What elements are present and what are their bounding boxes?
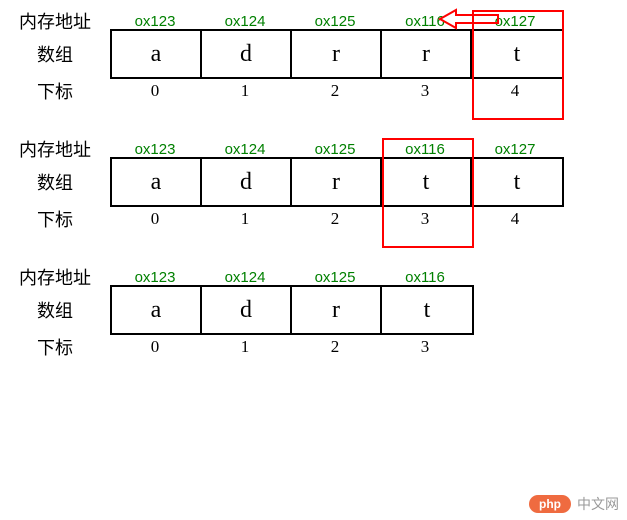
label-memory-addr: 内存地址 <box>0 264 110 290</box>
index-row: 下标01234 <box>0 202 627 236</box>
index-cell: 0 <box>110 209 200 229</box>
label-array: 数组 <box>0 41 110 67</box>
index-cell: 2 <box>290 81 380 101</box>
index-cell: 3 <box>380 337 470 357</box>
label-index: 下标 <box>0 334 110 360</box>
index-cell: 4 <box>470 209 560 229</box>
array-row: 数组adrt <box>0 290 627 330</box>
address-cell: ox123 <box>110 141 200 158</box>
label-array: 数组 <box>0 297 110 323</box>
index-cell: 3 <box>380 81 470 101</box>
address-cell: ox125 <box>290 269 380 286</box>
watermark-pill: php <box>529 495 571 513</box>
address-cell: ox116 <box>380 141 470 158</box>
array-cell: r <box>382 31 472 77</box>
array-cell: r <box>292 287 382 333</box>
index-cell: 4 <box>470 81 560 101</box>
watermark: php 中文网 <box>529 494 619 514</box>
label-memory-addr: 内存地址 <box>0 8 110 34</box>
label-index: 下标 <box>0 78 110 104</box>
address-cell: ox123 <box>110 13 200 30</box>
label-memory-addr: 内存地址 <box>0 136 110 162</box>
address-cell: ox125 <box>290 13 380 30</box>
array-cell: d <box>202 31 292 77</box>
address-cell: ox127 <box>470 141 560 158</box>
array-cell: a <box>112 287 202 333</box>
address-cell: ox127 <box>470 13 560 30</box>
index-cell: 2 <box>290 337 380 357</box>
array-cell: r <box>292 31 382 77</box>
array-cells: adrtt <box>110 157 564 207</box>
address-cell: ox116 <box>380 269 470 286</box>
watermark-text: 中文网 <box>577 494 619 514</box>
label-index: 下标 <box>0 206 110 232</box>
address-cell: ox116 <box>380 13 470 30</box>
array-cell: t <box>472 159 562 205</box>
index-cell: 2 <box>290 209 380 229</box>
address-cell: ox123 <box>110 269 200 286</box>
index-cell: 1 <box>200 209 290 229</box>
index-cell: 3 <box>380 209 470 229</box>
label-array: 数组 <box>0 169 110 195</box>
memory-block: 内存地址ox123ox124ox125ox116ox127数组adrtt下标01… <box>0 136 627 236</box>
memory-block: 内存地址ox123ox124ox125ox116数组adrt下标0123 <box>0 264 627 364</box>
array-cell: t <box>382 159 472 205</box>
array-cells: adrt <box>110 285 474 335</box>
array-cell: a <box>112 159 202 205</box>
array-cell: d <box>202 287 292 333</box>
address-cell: ox124 <box>200 141 290 158</box>
index-cell: 0 <box>110 337 200 357</box>
index-row: 下标0123 <box>0 330 627 364</box>
address-cell: ox124 <box>200 13 290 30</box>
index-cell: 1 <box>200 81 290 101</box>
address-cell: ox125 <box>290 141 380 158</box>
array-cells: adrrt <box>110 29 564 79</box>
array-cell: t <box>382 287 472 333</box>
array-cell: d <box>202 159 292 205</box>
index-cell: 0 <box>110 81 200 101</box>
array-row: 数组adrrt <box>0 34 627 74</box>
address-cell: ox124 <box>200 269 290 286</box>
index-row: 下标01234 <box>0 74 627 108</box>
array-cell: r <box>292 159 382 205</box>
array-row: 数组adrtt <box>0 162 627 202</box>
memory-block: 内存地址ox123ox124ox125ox116ox127数组adrrt下标01… <box>0 8 627 108</box>
index-cell: 1 <box>200 337 290 357</box>
array-cell: t <box>472 31 562 77</box>
array-cell: a <box>112 31 202 77</box>
